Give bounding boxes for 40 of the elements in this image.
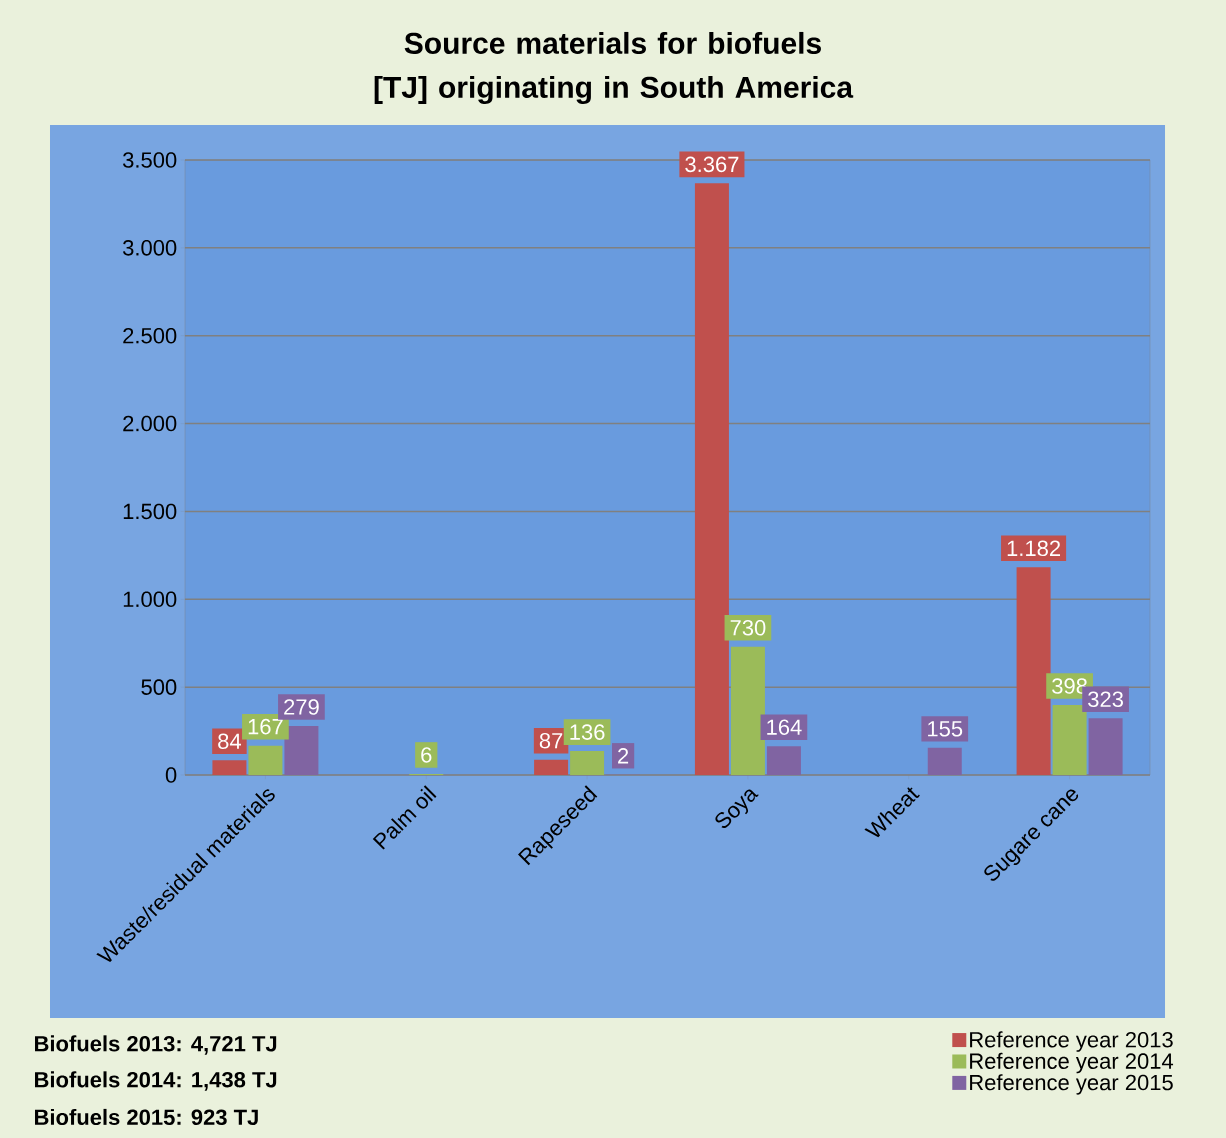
y-tick-label: 3.000 — [122, 240, 177, 256]
y-tick-label: 1.000 — [123, 591, 177, 608]
chart-title: Source materials for biofuels [TJ] originating in South America — [374, 31, 854, 105]
legend-label: Reference year 2015 — [970, 1074, 1173, 1095]
bar — [284, 725, 319, 775]
data-label: 279 — [284, 699, 319, 715]
text: Biofuels 2013: 4,721 TJ — [35, 1035, 277, 1055]
bar — [1088, 718, 1123, 775]
data-label: 164 — [767, 719, 802, 735]
legend-label: Reference year 2014 — [970, 1052, 1174, 1074]
data-label: 3.367 — [685, 156, 739, 173]
y-tick-label: 500 — [141, 679, 177, 695]
y-tick-label: 1.500 — [123, 503, 177, 520]
data-label: 87 — [539, 732, 563, 749]
bar — [730, 646, 765, 775]
bar — [570, 751, 605, 775]
data-label: 155 — [928, 721, 963, 737]
bar — [212, 760, 247, 775]
bar — [248, 745, 283, 775]
y-tick-label: 2.500 — [123, 327, 177, 344]
bar — [1052, 705, 1087, 775]
data-label: 6 — [421, 747, 432, 763]
y-tick-label: 3.500 — [122, 152, 177, 168]
bar — [766, 746, 801, 775]
bar — [694, 183, 729, 775]
y-tick-label: 0 — [165, 767, 177, 783]
bar — [1016, 567, 1051, 775]
data-label: 323 — [1088, 691, 1123, 708]
y-tick-label: 2.000 — [123, 415, 177, 432]
text: Biofuels 2015: 923 TJ — [35, 1108, 258, 1126]
data-label: 730 — [730, 619, 766, 636]
data-label: 1.182 — [1007, 540, 1061, 557]
text: Biofuels 2014: 1,438 TJ — [35, 1071, 277, 1091]
data-label: 84 — [218, 733, 241, 750]
bar — [927, 747, 962, 775]
data-label: 167 — [248, 718, 283, 735]
data-label: 136 — [570, 724, 605, 740]
bar — [534, 759, 569, 775]
data-label: 2 — [618, 748, 629, 764]
legend-label: Reference year 2013 — [970, 1031, 1173, 1052]
